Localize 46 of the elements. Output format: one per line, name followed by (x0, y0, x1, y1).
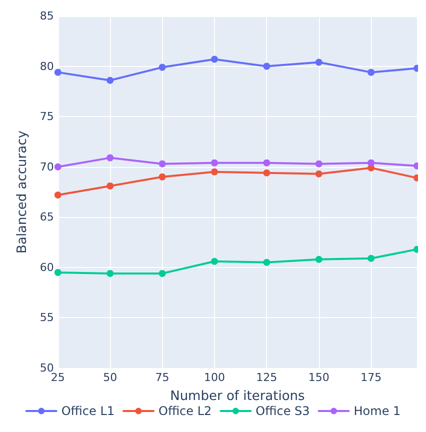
x-tick-label: 150 (308, 371, 330, 384)
point (54, 268, 62, 276)
point (158, 270, 166, 277)
y-tick-label: 65 (40, 210, 54, 224)
x-tick-label: 100 (204, 371, 225, 384)
point (368, 68, 375, 76)
point (210, 258, 218, 265)
legend-label: Office L1 (61, 404, 115, 418)
point (263, 258, 270, 266)
x-tick-label: 50 (103, 371, 118, 384)
legend-label: Office L2 (158, 404, 212, 418)
legend-label: Office S3 (256, 404, 310, 418)
point (315, 170, 322, 178)
point (158, 160, 166, 168)
point (158, 173, 166, 180)
y-tick-label: 55 (40, 311, 54, 324)
point (106, 154, 114, 162)
y-tick-label: 70 (40, 160, 54, 174)
point (368, 254, 375, 262)
point (158, 64, 166, 71)
y-tick-label: 85 (40, 10, 54, 22)
point (368, 159, 375, 166)
point (210, 56, 218, 63)
y-tick-label: 75 (40, 110, 54, 124)
x-axis-title: Number of iterations (170, 389, 306, 404)
point (263, 62, 270, 70)
x-tick-label: 125 (256, 371, 278, 384)
point (315, 160, 322, 168)
point (106, 76, 114, 84)
point (106, 270, 114, 277)
y-tick-label: 80 (40, 60, 54, 73)
point (263, 169, 270, 176)
point (263, 159, 270, 166)
point (106, 182, 114, 190)
x-tick-label: 175 (360, 371, 382, 384)
point (210, 168, 218, 176)
legend-label: Home 1 (354, 404, 401, 418)
point (210, 159, 218, 166)
y-tick-label: 60 (40, 260, 54, 274)
point (54, 192, 62, 199)
point (315, 58, 322, 66)
point (315, 256, 322, 263)
y-axis-title: Balanced accuracy (15, 130, 30, 254)
point (54, 68, 62, 76)
x-tick-label: 75 (155, 371, 170, 384)
point (54, 163, 62, 170)
